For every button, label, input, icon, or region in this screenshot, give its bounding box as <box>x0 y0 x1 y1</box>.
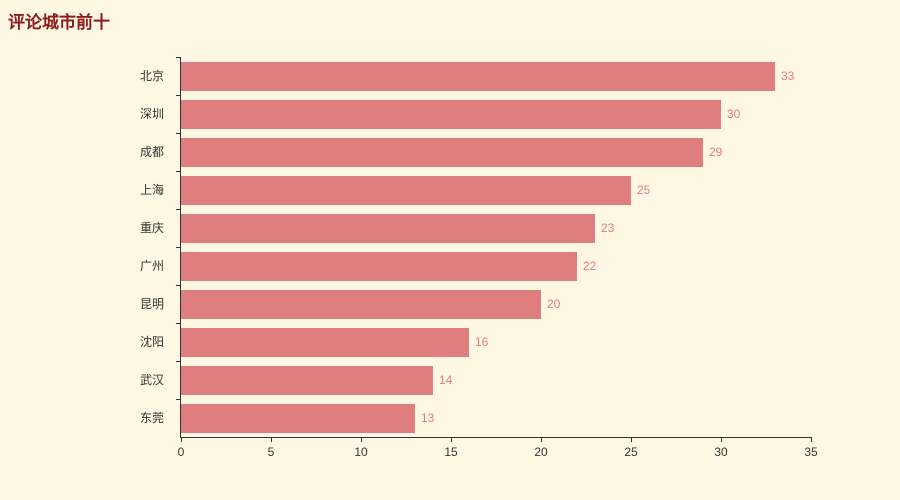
bar-value-label: 33 <box>781 69 795 83</box>
x-axis-tick <box>811 437 812 442</box>
plot-area: 33 30 29 25 23 22 20 16 14 13 0 5 10 15 20 25 30 35 <box>176 57 818 459</box>
y-axis-label: 成都 <box>139 145 164 159</box>
bar[interactable] <box>181 61 775 91</box>
y-axis-label: 深圳 <box>139 107 164 121</box>
x-axis-tick-label: 0 <box>177 445 185 459</box>
y-axis-tick <box>176 323 181 324</box>
y-axis-label: 上海 <box>139 183 164 197</box>
bar-value-label: 30 <box>727 107 741 121</box>
y-axis-label: 沈阳 <box>139 335 164 349</box>
y-axis-labels: 北京深圳成都上海重庆广州昆明沈阳武汉东莞 <box>0 57 172 437</box>
bar-value-label: 22 <box>583 259 597 273</box>
x-axis-tick <box>361 437 362 442</box>
bar-value-label: 13 <box>421 411 435 425</box>
x-axis-tick <box>181 437 182 442</box>
y-axis-label: 北京 <box>139 69 164 83</box>
bar[interactable] <box>181 251 577 281</box>
y-axis-tick <box>176 95 181 96</box>
chart-title: 评论城市前十 <box>8 13 110 32</box>
y-axis-label: 东莞 <box>139 411 164 425</box>
y-axis-label: 重庆 <box>139 221 164 235</box>
bar-value-label: 16 <box>475 335 489 349</box>
bar[interactable] <box>181 137 703 167</box>
x-axis-tick-label: 15 <box>444 445 458 459</box>
x-axis-tick <box>271 437 272 442</box>
x-axis-tick-label: 20 <box>534 445 548 459</box>
y-axis-label: 昆明 <box>139 297 164 311</box>
bar-value-label: 23 <box>601 221 615 235</box>
bar[interactable] <box>181 99 721 129</box>
bar[interactable] <box>181 175 631 205</box>
y-axis-tick <box>176 209 181 210</box>
bar[interactable] <box>181 213 595 243</box>
bar-value-label: 20 <box>546 297 561 311</box>
y-axis-label: 广州 <box>139 259 164 273</box>
bar[interactable] <box>181 327 469 357</box>
x-axis-tick-label: 10 <box>354 445 368 459</box>
y-axis-tick <box>176 57 181 58</box>
y-axis-tick <box>176 247 181 248</box>
x-axis-tick-label: 25 <box>624 445 638 459</box>
x-axis-tick <box>631 437 632 442</box>
x-axis-tick-label: 30 <box>714 445 728 459</box>
y-axis-tick <box>176 133 181 134</box>
bar-value-label: 14 <box>439 373 453 387</box>
x-axis-tick <box>541 437 542 442</box>
x-axis-tick <box>451 437 452 442</box>
y-axis-tick <box>176 285 181 286</box>
y-axis-tick <box>176 361 181 362</box>
x-axis-tick <box>721 437 722 442</box>
x-axis-tick-label: 35 <box>804 445 818 459</box>
bar-value-label: 25 <box>637 183 651 197</box>
y-axis-tick <box>176 171 181 172</box>
bar[interactable] <box>181 289 541 319</box>
bar[interactable] <box>181 403 415 433</box>
y-axis-label: 武汉 <box>139 373 164 387</box>
x-axis-tick-label: 5 <box>267 445 275 459</box>
bar[interactable] <box>181 365 433 395</box>
bar-value-label: 29 <box>708 145 723 159</box>
y-axis-tick <box>176 399 181 400</box>
